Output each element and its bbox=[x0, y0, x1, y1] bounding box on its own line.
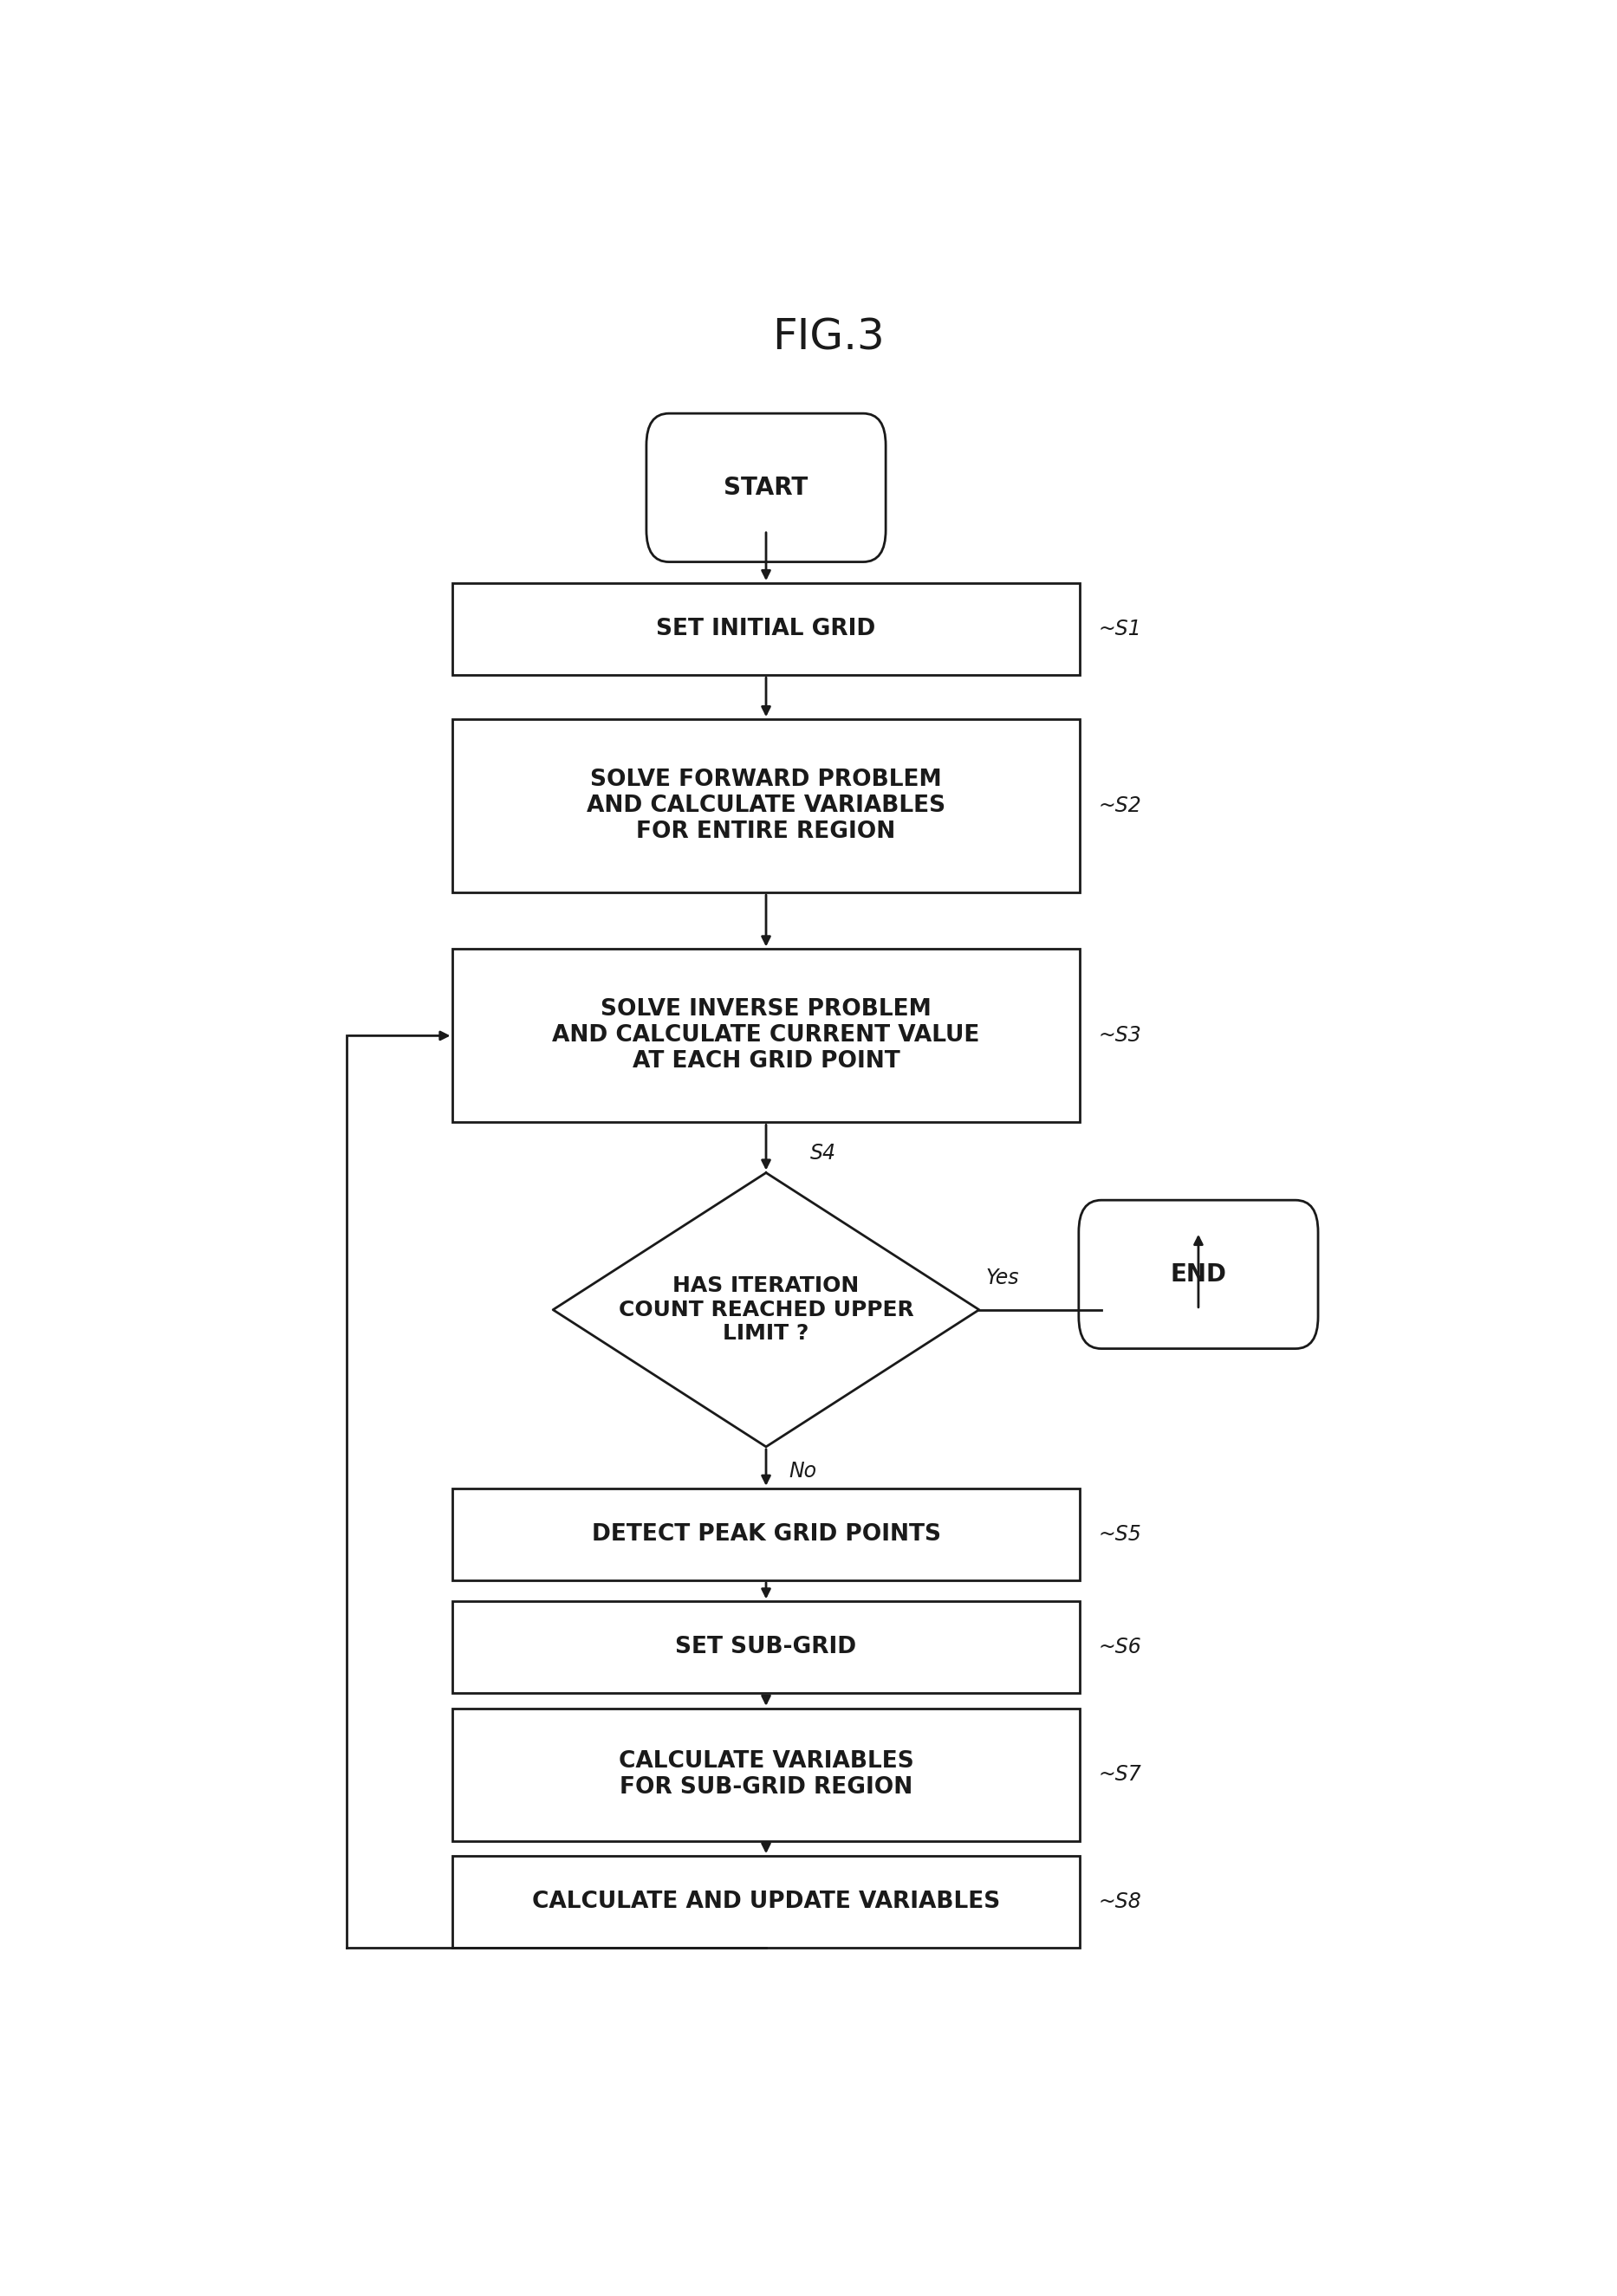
Text: ~S2: ~S2 bbox=[1098, 794, 1142, 817]
Bar bbox=[453, 719, 1079, 893]
Text: START: START bbox=[724, 475, 808, 501]
Bar bbox=[453, 948, 1079, 1123]
Text: ~S5: ~S5 bbox=[1098, 1525, 1142, 1545]
Bar bbox=[453, 583, 1079, 675]
Bar bbox=[453, 1488, 1079, 1580]
FancyBboxPatch shape bbox=[1079, 1201, 1318, 1348]
Text: END: END bbox=[1171, 1263, 1227, 1286]
Text: DETECT PEAK GRID POINTS: DETECT PEAK GRID POINTS bbox=[592, 1522, 941, 1545]
Text: SET INITIAL GRID: SET INITIAL GRID bbox=[657, 618, 876, 641]
Text: SOLVE INVERSE PROBLEM
AND CALCULATE CURRENT VALUE
AT EACH GRID POINT: SOLVE INVERSE PROBLEM AND CALCULATE CURR… bbox=[553, 999, 980, 1072]
Text: ~S1: ~S1 bbox=[1098, 618, 1142, 641]
Text: CALCULATE VARIABLES
FOR SUB-GRID REGION: CALCULATE VARIABLES FOR SUB-GRID REGION bbox=[618, 1750, 914, 1800]
Text: Yes: Yes bbox=[985, 1267, 1019, 1288]
Text: FIG.3: FIG.3 bbox=[773, 317, 884, 358]
Bar bbox=[453, 1855, 1079, 1947]
Text: ~S3: ~S3 bbox=[1098, 1026, 1142, 1047]
Text: ~S8: ~S8 bbox=[1098, 1892, 1142, 1913]
Text: No: No bbox=[789, 1460, 817, 1481]
FancyBboxPatch shape bbox=[647, 413, 886, 563]
Text: S4: S4 bbox=[810, 1143, 836, 1164]
Text: ~S7: ~S7 bbox=[1098, 1763, 1142, 1784]
Text: HAS ITERATION
COUNT REACHED UPPER
LIMIT ?: HAS ITERATION COUNT REACHED UPPER LIMIT … bbox=[618, 1274, 914, 1343]
Text: SOLVE FORWARD PROBLEM
AND CALCULATE VARIABLES
FOR ENTIRE REGION: SOLVE FORWARD PROBLEM AND CALCULATE VARI… bbox=[587, 769, 946, 843]
Bar bbox=[453, 1603, 1079, 1694]
Bar bbox=[453, 1708, 1079, 1841]
Text: CALCULATE AND UPDATE VARIABLES: CALCULATE AND UPDATE VARIABLES bbox=[532, 1890, 1001, 1913]
Polygon shape bbox=[553, 1173, 980, 1446]
Text: ~S6: ~S6 bbox=[1098, 1637, 1142, 1658]
Text: SET SUB-GRID: SET SUB-GRID bbox=[676, 1637, 857, 1658]
